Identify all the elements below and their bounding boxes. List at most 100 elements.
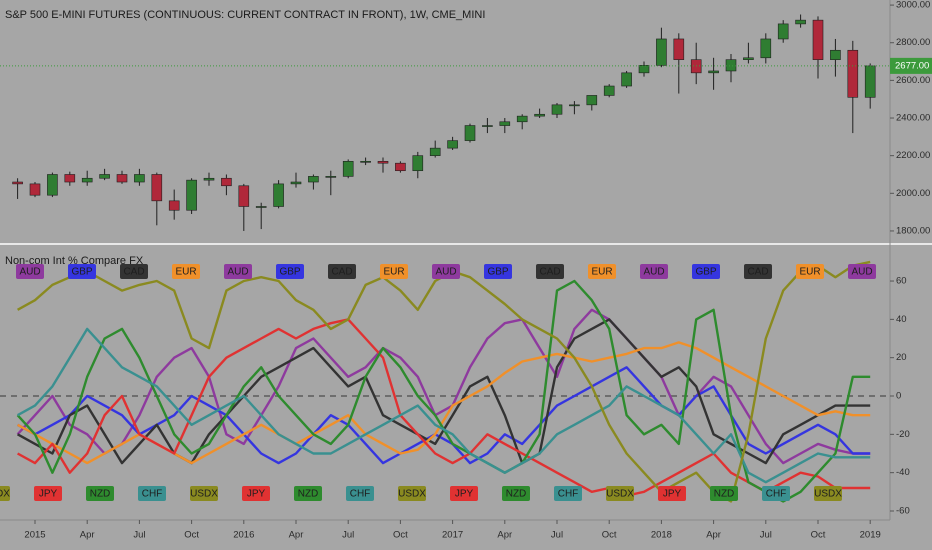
y-tick-label: -60 bbox=[896, 506, 910, 517]
series-tag bbox=[120, 264, 148, 279]
series-tag-label: CHF bbox=[142, 489, 163, 500]
series-tag-label: AUD bbox=[643, 267, 664, 278]
candle-body bbox=[830, 49, 841, 60]
candle-body bbox=[586, 95, 598, 106]
series-line bbox=[17, 366, 871, 465]
x-tick-label: Apr bbox=[497, 530, 512, 541]
candle-body bbox=[551, 104, 563, 115]
candle-body bbox=[221, 177, 232, 187]
series-tag bbox=[744, 264, 772, 279]
series-tag-label: EUR bbox=[591, 267, 612, 278]
y-tick-label: 2600.00 bbox=[896, 75, 930, 86]
y-tick-label: 2400.00 bbox=[896, 113, 930, 124]
series-tag-label: CAD bbox=[123, 267, 144, 278]
candle-body bbox=[168, 200, 180, 211]
candle-body bbox=[64, 174, 76, 183]
x-tick-label: Oct bbox=[184, 530, 199, 541]
x-tick-label: 2015 bbox=[24, 530, 45, 541]
series-tag-label: EUR bbox=[175, 267, 196, 278]
series-tag-label: NZD bbox=[714, 489, 735, 500]
candle-body bbox=[708, 70, 719, 74]
x-tick-label: Apr bbox=[706, 530, 721, 541]
candle-body bbox=[864, 65, 876, 98]
series-tag-label: JPY bbox=[39, 489, 58, 500]
candle-body bbox=[134, 174, 145, 183]
y-tick-label: 0 bbox=[896, 391, 901, 402]
candle-body bbox=[12, 181, 23, 185]
series-tag-label: EUR bbox=[799, 267, 820, 278]
candle-body bbox=[395, 162, 406, 172]
y-tick-label: 60 bbox=[896, 276, 907, 287]
x-tick-label: 2017 bbox=[442, 530, 463, 541]
series-tag bbox=[502, 486, 530, 501]
series-tag-label: CAD bbox=[747, 267, 768, 278]
series-tag bbox=[16, 264, 44, 279]
series-tag-label: USDX bbox=[814, 489, 842, 500]
x-tick-label: Jul bbox=[133, 530, 145, 541]
candle-body bbox=[638, 65, 650, 74]
series-tag-label: CAD bbox=[331, 267, 352, 278]
y-tick-label: 3000.00 bbox=[896, 0, 930, 11]
candle-body bbox=[360, 161, 371, 163]
candle-body bbox=[482, 125, 493, 127]
series-tag-label: CAD bbox=[539, 267, 560, 278]
series-tag-label: USDX bbox=[398, 489, 426, 500]
series-tag-label: EUR bbox=[383, 267, 404, 278]
series-tag-label: NZD bbox=[90, 489, 111, 500]
last-price-label: 2677.00 bbox=[895, 60, 929, 71]
series-tag bbox=[86, 486, 114, 501]
series-tag bbox=[190, 486, 218, 501]
axes: 2015 Apr Jul Oct 2016 Apr Jul Oct 2017 Apr Jul Oct 2… bbox=[24, 0, 932, 541]
x-tick-label: Oct bbox=[811, 530, 826, 541]
series-tag-label: USDX bbox=[190, 489, 218, 500]
x-tick-label: Apr bbox=[80, 530, 95, 541]
candle-body bbox=[186, 179, 197, 211]
series-tag bbox=[762, 486, 790, 501]
y-tick-label: 2200.00 bbox=[896, 150, 930, 161]
candle-body bbox=[725, 59, 737, 72]
candle-body bbox=[99, 174, 110, 179]
y-tick-label: -40 bbox=[896, 467, 910, 478]
series-tag-label: GBP bbox=[487, 267, 508, 278]
series-tag-label: NZD bbox=[298, 489, 319, 500]
candle-body bbox=[377, 161, 389, 164]
series-tag bbox=[294, 486, 322, 501]
x-tick-label: 2019 bbox=[860, 530, 881, 541]
x-tick-label: Apr bbox=[289, 530, 304, 541]
y-tick-label: 20 bbox=[896, 352, 907, 363]
candle-body bbox=[151, 174, 163, 202]
candle-body bbox=[847, 49, 859, 98]
candle-body bbox=[116, 174, 128, 183]
series-tag-label: CHF bbox=[350, 489, 371, 500]
series-tag bbox=[606, 486, 634, 501]
candle-body bbox=[516, 115, 528, 123]
candle-body bbox=[760, 38, 772, 59]
x-tick-label: 2018 bbox=[651, 530, 672, 541]
series-tag-label: AUD bbox=[435, 267, 456, 278]
candle-body bbox=[429, 147, 441, 156]
y-tick-label: 2000.00 bbox=[896, 188, 930, 199]
candle-body bbox=[238, 185, 250, 207]
price-pane bbox=[0, 14, 890, 231]
x-tick-label: 2016 bbox=[233, 530, 254, 541]
candle-body bbox=[203, 177, 215, 181]
candle-body bbox=[464, 125, 476, 141]
series-tag bbox=[224, 264, 252, 279]
series-tag-label: USDX bbox=[606, 489, 634, 500]
candle-body bbox=[621, 72, 632, 87]
series-tag bbox=[432, 264, 460, 279]
candle-body bbox=[656, 38, 667, 66]
x-tick-label: Oct bbox=[602, 530, 617, 541]
x-tick-label: Jul bbox=[551, 530, 563, 541]
series-tag-label: NZD bbox=[506, 489, 527, 500]
candle-body bbox=[447, 140, 458, 149]
last-price-box bbox=[890, 57, 932, 74]
candle-body bbox=[81, 177, 93, 183]
chart-title: S&P 500 E-MINI FUTURES (CONTINUOUS: CURR… bbox=[5, 9, 485, 21]
candle-body bbox=[290, 181, 302, 185]
series-tag bbox=[0, 486, 10, 501]
y-tick-label: 2800.00 bbox=[896, 37, 930, 48]
series-tag-label: JPY bbox=[247, 489, 266, 500]
series-tag-label: AUD bbox=[19, 267, 40, 278]
